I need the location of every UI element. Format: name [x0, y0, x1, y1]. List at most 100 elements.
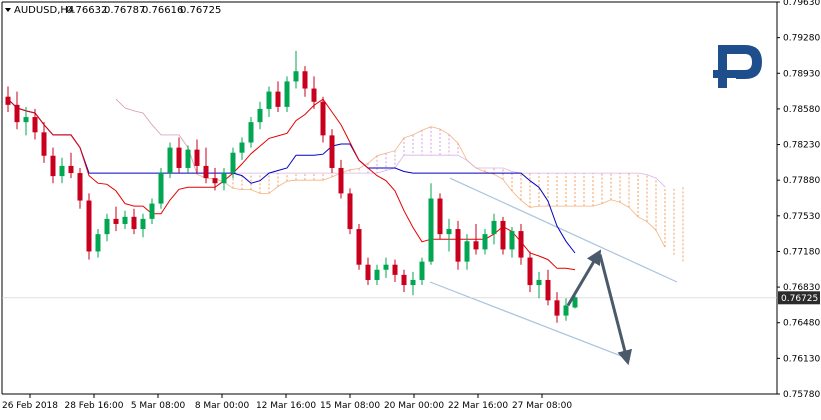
candle [473, 223, 479, 255]
candle [32, 108, 38, 140]
candle-body [32, 117, 38, 133]
candle [527, 251, 533, 293]
forecast-arrows [566, 249, 633, 366]
candle-body [275, 91, 281, 107]
price-tick-label: 0.78580 [783, 105, 820, 115]
candle [338, 159, 344, 199]
time-tick-label: 5 Mar 08:00 [131, 401, 186, 411]
price-tick-label: 0.76830 [783, 283, 820, 293]
candle [248, 117, 254, 148]
candle-body [572, 297, 578, 308]
candle-body [248, 122, 254, 143]
candle-body [23, 117, 29, 123]
candle [284, 76, 290, 112]
candle-body [59, 165, 65, 177]
candle-body [302, 71, 308, 89]
menu-triangle-icon[interactable] [5, 8, 11, 12]
candle [311, 76, 317, 109]
candle [437, 193, 443, 240]
candle-body [509, 231, 515, 250]
candle [14, 91, 20, 130]
candle-body [194, 149, 200, 166]
symbol-label: AUDUSD,H4 [14, 5, 74, 16]
candle-body [437, 198, 443, 235]
candle [428, 183, 434, 265]
candle-body [158, 173, 164, 204]
candle [212, 167, 218, 191]
candle [509, 227, 515, 258]
candle-body [122, 216, 128, 224]
candle-body [185, 149, 191, 168]
candle [464, 234, 470, 270]
ohlc-high: 0.76787 [104, 5, 145, 16]
candle-body [356, 229, 362, 265]
candle-body [545, 279, 551, 301]
candle [383, 257, 389, 278]
candle-body [392, 264, 398, 275]
ohlc-close: 0.76725 [180, 5, 221, 16]
candle [68, 152, 74, 179]
price-tick-label: 0.77530 [783, 212, 820, 222]
candle-body [338, 167, 344, 194]
price-tick-label: 0.77180 [783, 247, 820, 257]
candles [5, 50, 578, 323]
candle [536, 271, 542, 299]
candle [140, 213, 146, 238]
candle-body [554, 300, 560, 316]
candle [23, 106, 29, 136]
candle [266, 86, 272, 118]
time-axis-ticks: 26 Feb 2018 28 Feb 16:00 5 Mar 08:00 8 Mar … [2, 394, 572, 411]
candle [356, 223, 362, 270]
candle-body [257, 108, 263, 123]
candle-body [77, 173, 83, 201]
candle-body [293, 71, 299, 82]
candle-body [266, 91, 272, 109]
candle-body [131, 216, 137, 230]
price-axis-ticks: 0.79630 0.79280 0.78930 0.78580 0.78230 0.778… [777, 0, 820, 400]
candle-body [203, 165, 209, 179]
candle-body [212, 178, 218, 184]
price-tick-label: 0.78230 [783, 141, 820, 151]
candle-body [167, 147, 173, 174]
candle-body [491, 220, 497, 235]
time-tick-label: 22 Mar 16:00 [448, 401, 508, 411]
candle-body [518, 231, 524, 258]
candle [446, 218, 452, 252]
candle [167, 142, 173, 179]
candle-body [5, 96, 11, 105]
candle-body [311, 88, 317, 102]
candle-body [149, 203, 155, 219]
price-tick-label: 0.79280 [783, 34, 820, 44]
candle-body [527, 257, 533, 286]
forecast-arrow-down [598, 254, 633, 366]
candle-body [374, 269, 380, 280]
candle [122, 210, 128, 230]
candle-body [95, 234, 101, 252]
candle-body [113, 218, 119, 224]
channel-upper-line [449, 177, 678, 283]
chart-header: AUDUSD,H4 0.76632 0.76787 0.76616 0.7672… [5, 5, 221, 16]
candle [401, 269, 407, 293]
candle [293, 50, 299, 89]
candle-body [68, 165, 74, 174]
channel-lower-line [429, 281, 631, 360]
candle [302, 66, 308, 97]
candle [104, 213, 110, 242]
candle-body [347, 193, 353, 230]
forecast-arrow-up [566, 249, 602, 307]
candle-body [239, 142, 245, 153]
current-price-label: 0.76725 [781, 294, 818, 304]
candle [392, 259, 398, 282]
candle-body [176, 147, 182, 168]
candle-body [500, 220, 506, 250]
candle-body [221, 173, 227, 184]
candle [239, 137, 245, 160]
price-tick-label: 0.76130 [783, 354, 820, 364]
time-tick-label: 26 Feb 2018 [2, 401, 58, 411]
candle-body [230, 152, 236, 174]
price-tick-label: 0.78930 [783, 69, 820, 79]
time-tick-label: 27 Mar 08:00 [512, 401, 572, 411]
time-tick-label: 20 Mar 00:00 [384, 401, 444, 411]
candle-body [446, 229, 452, 235]
